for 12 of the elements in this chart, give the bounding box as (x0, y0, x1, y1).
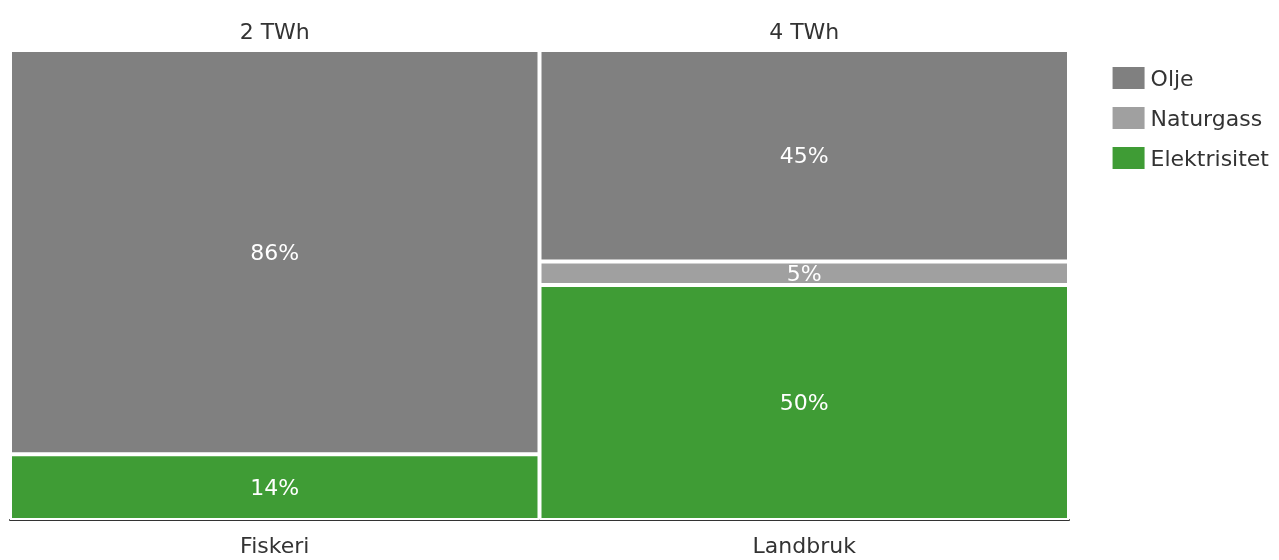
data-label: 5% (786, 260, 822, 286)
data-label: 45% (779, 143, 829, 169)
legend-label: Olje (1150, 65, 1194, 91)
data-label: 14% (250, 474, 300, 500)
data-label: 86% (250, 239, 300, 265)
x-tick-label: Fiskeri (240, 532, 310, 558)
legend-label: Naturgass (1150, 105, 1263, 131)
data-label: 50% (779, 390, 829, 415)
legend-label: Elektrisitet (1150, 145, 1270, 171)
text: 2 TWh (239, 18, 310, 44)
text: 4 TWh (769, 18, 840, 44)
x-tick-label: Landbruk (752, 532, 857, 558)
